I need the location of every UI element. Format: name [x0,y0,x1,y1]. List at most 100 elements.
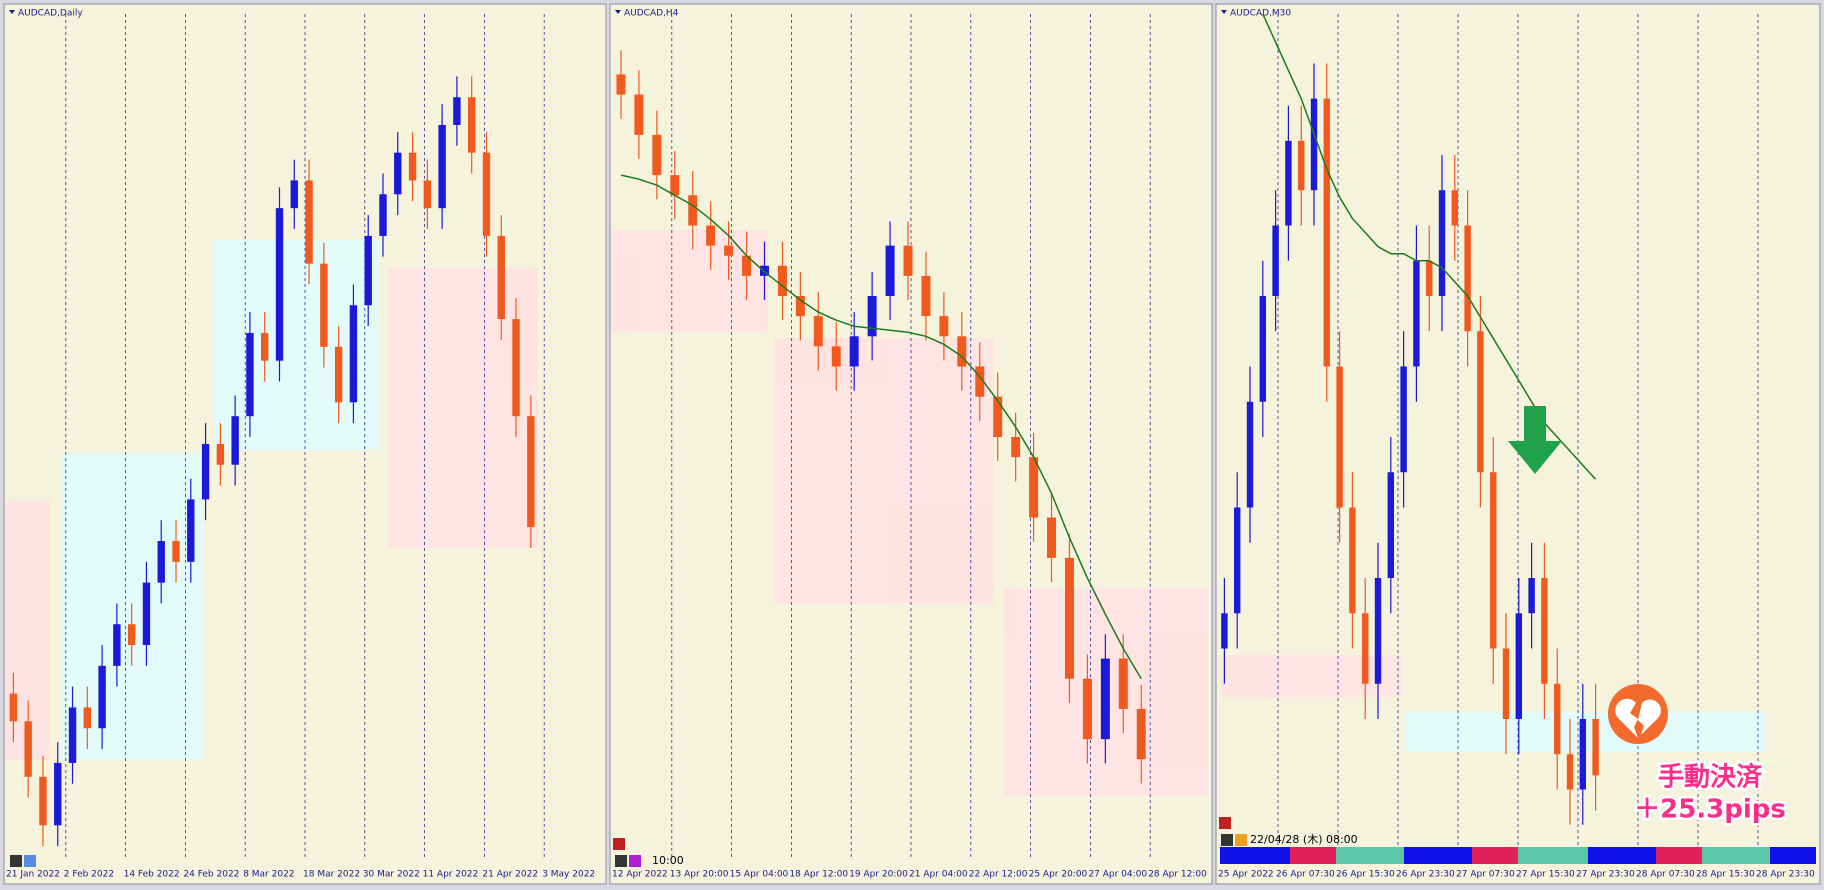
candle-body [113,624,121,666]
x-tick-label: 12 Apr 2022 [612,870,668,880]
candle-body [813,316,823,347]
candle-body [1592,719,1599,776]
candle-body [867,296,877,337]
time-label: 10:00 [652,854,684,867]
candle-body [1554,683,1561,755]
candle-body [921,275,931,317]
strip-seg [1472,847,1518,864]
candle-body [1136,708,1146,760]
candle-body [1438,190,1446,296]
title-marker [9,10,15,14]
chart-title: AUDCAD,M30 [1230,9,1291,19]
candle-body [670,175,680,196]
x-tick-label: 18 Mar 2022 [303,870,360,880]
icon [1219,817,1231,829]
zone [774,338,994,604]
candle-body [1400,366,1407,473]
icon [1221,834,1233,846]
candle-body [742,255,752,276]
candle-body [724,245,734,256]
x-tick-label: 28 Apr 12:00 [1148,870,1207,880]
candle-body [438,124,446,209]
candle-body [1374,578,1382,684]
candle-body [1310,98,1318,191]
candle-body [993,396,1003,437]
candle-body [1451,190,1458,226]
x-tick-label: 25 Apr 20:00 [1029,870,1088,880]
x-tick-label: 8 Mar 2022 [243,870,294,880]
candle-body [1082,678,1092,740]
candle-body [9,693,18,722]
x-tick-label: 30 Mar 2022 [363,870,420,880]
candle-body [98,665,106,729]
icon [629,855,641,867]
candle-body [1100,658,1110,740]
candle-body [1387,472,1394,578]
candle-body [142,582,151,646]
loss-icon [1608,684,1668,744]
candle-body [527,416,535,528]
candle-body [795,296,805,317]
candle-body [616,74,626,95]
candle-body [706,225,716,246]
candle-body [379,194,387,236]
candle-body [453,97,461,125]
candle-body [290,180,298,209]
title-marker [615,10,621,14]
candle-body [688,195,698,226]
candle-body [1502,648,1510,719]
candle-body [634,94,644,135]
candle-body [1528,578,1535,614]
status-strip [1220,847,1816,864]
candle-body [157,541,165,583]
candle-body [849,336,859,367]
x-tick-label: 21 Jan 2022 [6,870,60,880]
x-tick-label: 26 Apr 07:30 [1276,870,1335,880]
candle-body [364,235,372,306]
icon [24,855,36,867]
zone [62,453,204,760]
title-marker [1221,10,1227,14]
strip-seg [1702,847,1770,864]
strip-seg [1290,847,1336,864]
x-tick-label: 27 Apr 23:30 [1576,870,1635,880]
strip-seg [1404,847,1472,864]
candle-body [83,707,92,729]
candle-body [68,707,77,763]
x-tick-label: 27 Apr 07:30 [1456,870,1515,880]
candle-body [1336,366,1343,508]
x-tick-label: 21 Apr 04:00 [909,870,968,880]
x-tick-label: 13 Apr 20:00 [670,870,729,880]
candle-body [975,366,985,397]
strip-seg [1656,847,1702,864]
strip-seg [1588,847,1656,864]
candle-body [1259,296,1266,402]
candle-body [512,319,520,417]
x-tick-label: 26 Apr 15:30 [1336,870,1395,880]
candle-body [1464,225,1471,332]
candle-body [334,346,343,403]
candle-body [261,332,269,361]
candle-body [408,152,417,181]
candle-body [187,499,195,562]
chart-title: AUDCAD,H4 [624,9,679,19]
icons [10,817,1247,867]
broken-heart [1615,698,1661,738]
candle-body [903,245,913,276]
x-tick-label: 27 Apr 04:00 [1088,870,1147,880]
candle-body [1426,260,1433,296]
x-tick-label: 28 Apr 07:30 [1636,870,1695,880]
time-label: 22/04/28 (木) 08:00 [1250,833,1358,846]
candle-body [172,541,180,562]
candle-body [246,332,254,417]
x-tick-label: 14 Feb 2022 [124,870,180,880]
annotation: ＋25.3pips [1634,795,1786,825]
candle-body [1246,401,1254,508]
candle-body [939,316,949,337]
x-tick-label: 2 Feb 2022 [64,870,114,880]
candle-body [349,305,358,403]
x-tick-label: 27 Apr 15:30 [1516,870,1575,880]
candle-body [885,245,895,296]
x-tick-label: 19 Apr 20:00 [849,870,908,880]
